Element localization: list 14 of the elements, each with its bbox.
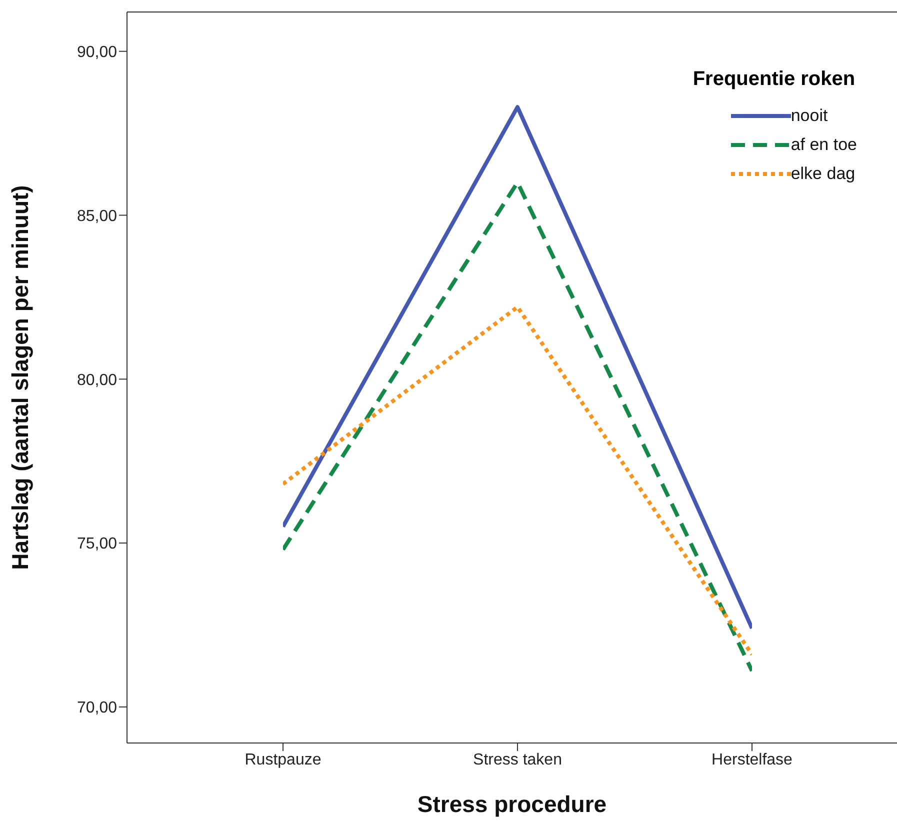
x-tick-label: Rustpauze bbox=[244, 751, 322, 768]
legend-label: af en toe bbox=[790, 134, 857, 154]
y-axis-title: Hartslag (aantal slagen per minuut) bbox=[7, 185, 34, 570]
x-tick-label: Stress taken bbox=[473, 751, 562, 768]
y-tick-label: 70,00 bbox=[76, 700, 118, 717]
y-tick-label: 90,00 bbox=[76, 44, 118, 62]
legend-label: nooit bbox=[790, 106, 828, 126]
x-axis-title: Stress procedure bbox=[417, 791, 607, 817]
x-tick-label: Herstelfase bbox=[712, 751, 793, 768]
y-tick-label: 75,00 bbox=[76, 536, 118, 553]
legend-title: Frequentie roken bbox=[692, 68, 856, 91]
legend-label: elke dag bbox=[790, 164, 856, 184]
y-tick-label: 85,00 bbox=[76, 208, 118, 225]
y-tick-label: 80,00 bbox=[76, 372, 118, 389]
